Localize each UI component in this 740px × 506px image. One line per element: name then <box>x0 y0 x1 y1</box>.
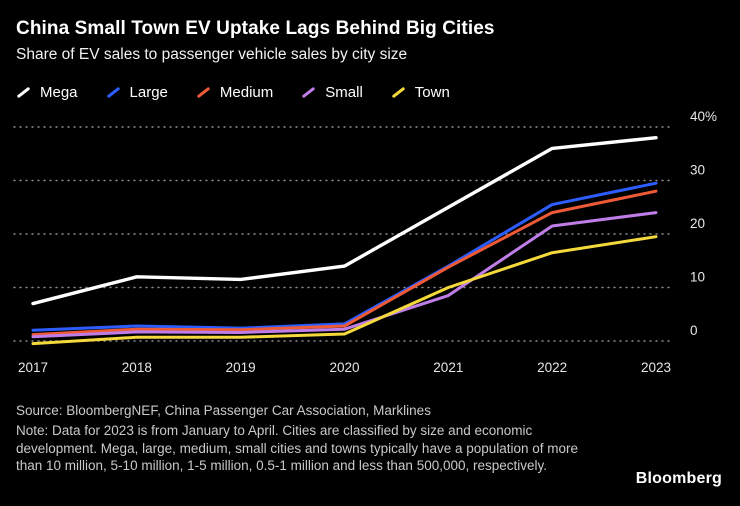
line-chart: 0 10 20 30 40% 2017 2018 2019 2020 2021 2022 2023 <box>13 109 717 375</box>
y-axis-label-20: 20 <box>690 216 705 231</box>
series-line-large <box>31 181 658 332</box>
legend-label-mega: Mega <box>40 84 78 101</box>
source-text: Source: BloombergNEF, China Passenger Ca… <box>16 403 431 418</box>
x-axis-label-2019: 2019 <box>226 360 256 375</box>
y-axis-label-0: 0 <box>690 323 698 338</box>
series-line-mega <box>31 136 658 306</box>
y-axis-label-10: 10 <box>690 270 705 285</box>
legend-item-small: Small <box>301 84 363 101</box>
x-axis-label-2022: 2022 <box>537 360 567 375</box>
series-line-medium <box>31 189 658 337</box>
legend-marker-large-icon <box>106 86 120 99</box>
legend-marker-small-icon <box>301 86 316 99</box>
chart-title: China Small Town EV Uptake Lags Behind B… <box>16 18 495 39</box>
x-axis-label-2023: 2023 <box>641 360 671 375</box>
x-axis-label-2020: 2020 <box>329 360 359 375</box>
legend-label-large: Large <box>129 84 168 101</box>
bloomberg-logo: Bloomberg <box>635 470 722 487</box>
series-line-town <box>31 235 658 346</box>
legend-item-mega: Mega <box>16 84 78 101</box>
legend-label-town: Town <box>414 84 450 101</box>
x-axis-label-2018: 2018 <box>122 360 152 375</box>
legend-marker-mega-icon <box>16 86 31 99</box>
x-axis-label-2017: 2017 <box>18 360 48 375</box>
legend-item-town: Town <box>391 84 450 101</box>
legend-marker-medium-icon <box>196 86 211 99</box>
y-axis-label-30: 30 <box>690 163 705 178</box>
chart-subtitle: Share of EV sales to passenger vehicle s… <box>16 46 408 63</box>
note-text: Note: Data for 2023 is from January to A… <box>16 422 579 474</box>
legend-label-small: Small <box>325 84 363 101</box>
x-axis-label-2021: 2021 <box>433 360 463 375</box>
series-line-small <box>31 211 658 339</box>
footer: Source: BloombergNEF, China Passenger Ca… <box>16 402 591 475</box>
legend-item-large: Large <box>106 84 168 101</box>
legend-item-medium: Medium <box>196 84 273 101</box>
legend-label-medium: Medium <box>219 84 274 101</box>
legend: Mega Large Medium Small Town <box>16 84 450 101</box>
y-axis-label-40: 40% <box>690 109 717 124</box>
legend-marker-town-icon <box>391 86 406 99</box>
